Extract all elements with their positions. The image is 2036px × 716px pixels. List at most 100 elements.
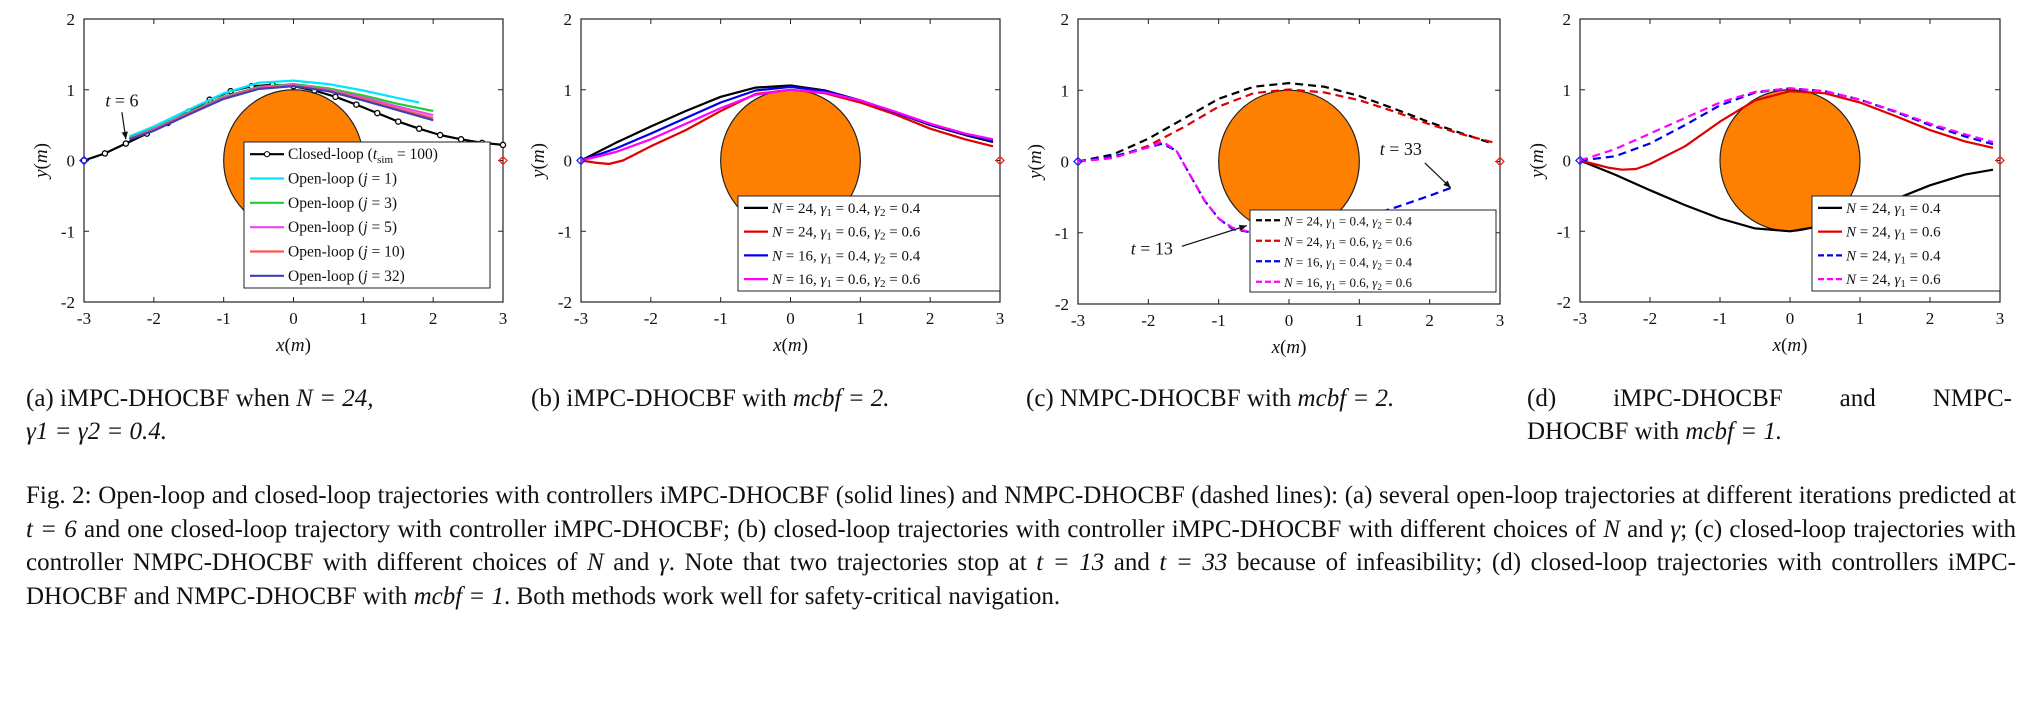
y-axis-label: y(m) (31, 143, 52, 180)
subcaption-d-tag: (d) iMPC-DHOCBF and NMPC- (1527, 385, 2012, 412)
series-marker (101, 150, 109, 157)
caption-part: Fig. 2: Open-loop and closed-loop trajec… (26, 482, 2016, 509)
x-tick-label: 1 (1355, 311, 1364, 330)
legend-label: N = 24, γ1 = 0.6, γ2 = 0.6 (1283, 234, 1412, 251)
subcaption-a-tag: (a) iMPC-DHOCBF when (26, 385, 290, 412)
legend-label: N = 24, γ1 = 0.4, γ2 = 0.4 (1283, 213, 1412, 230)
legend-label: Open-loop (j = 10) (288, 244, 405, 261)
x-axis-label: x(m) (1772, 335, 1808, 356)
x-tick-label: 3 (499, 309, 508, 328)
x-tick-label: 3 (1496, 311, 1505, 330)
x-tick-label: 1 (856, 309, 865, 328)
legend-label: Closed-loop (tsim = 100) (288, 146, 438, 166)
series-line (1579, 90, 1994, 171)
x-axis-label: x(m) (772, 335, 808, 356)
legend-box (1249, 209, 1497, 293)
y-tick-label: -1 (1557, 222, 1571, 241)
y-tick-label: 2 (1563, 10, 1572, 29)
x-tick-label: 0 (786, 309, 795, 328)
caption-part: and one closed-loop trajectory with cont… (76, 515, 1604, 543)
x-tick-label: -2 (1643, 309, 1657, 328)
subcaption-a-eq2: γ1 = γ2 = 0.4. (26, 418, 167, 445)
legend-label: N = 24, γ1 = 0.6 (1845, 272, 1941, 290)
series-marker (457, 136, 465, 143)
y-axis-label: y(m) (1527, 143, 1548, 180)
y-tick-label: 1 (1061, 81, 1070, 100)
series-marker (374, 109, 381, 117)
series-line (1579, 87, 1994, 162)
subcaption-c: (c) NMPC-DHOCBF with mcbf = 2. (1026, 382, 1526, 415)
caption-math: N (586, 549, 604, 576)
annotation-arrowhead (121, 131, 128, 140)
series-line (129, 85, 434, 141)
y-tick-label: 1 (1563, 81, 1572, 100)
x-tick-label: -2 (1141, 311, 1155, 330)
series-marker (394, 118, 402, 125)
start-marker (1073, 156, 1083, 167)
legend-label: Open-loop (j = 3) (288, 195, 397, 212)
series-marker (499, 141, 507, 149)
start-marker (1575, 155, 1585, 166)
y-tick-label: -1 (558, 222, 572, 241)
x-tick-label: 2 (926, 309, 935, 328)
caption-math: t = 33 (1159, 549, 1228, 576)
subcaption-c-eq: mcbf = 2. (1297, 385, 1395, 412)
legend-label: N = 16, γ1 = 0.4, γ2 = 0.4 (771, 248, 921, 266)
series-marker (332, 93, 339, 101)
legend-box (243, 141, 491, 289)
x-tick-label: -3 (77, 309, 91, 328)
y-tick-label: 0 (67, 152, 76, 171)
caption-part: and (603, 549, 659, 576)
x-tick-label: 0 (1786, 309, 1795, 328)
legend-label: Open-loop (j = 5) (288, 219, 397, 236)
start-marker (79, 155, 89, 166)
subcaption-b-tag: (b) iMPC-DHOCBF with (531, 385, 787, 412)
series-line (1579, 159, 1994, 233)
caption-math: mcbf = 1 (413, 582, 505, 610)
series-marker (436, 131, 444, 139)
x-axis-label: x(m) (275, 335, 311, 356)
figure-caption: Fig. 2: Open-loop and closed-loop trajec… (26, 479, 2016, 613)
series-marker (122, 140, 130, 147)
caption-part: ; (c) closed-loop trajectories with cont… (26, 515, 2016, 577)
annotation-arrowhead (1443, 180, 1451, 188)
x-tick-label: 0 (1285, 311, 1294, 330)
y-tick-label: 2 (564, 10, 573, 29)
annotation-arrowhead (1238, 224, 1247, 231)
y-tick-label: -2 (1557, 293, 1571, 312)
legend-label: N = 24, γ1 = 0.4 (1845, 201, 1941, 219)
legend-label: Open-loop (j = 32) (288, 268, 405, 285)
y-tick-label: -2 (1055, 295, 1069, 314)
subcaption-d-eq: mcbf = 1. (1685, 418, 1783, 445)
series-marker (353, 101, 360, 108)
legend-box (1811, 195, 2001, 292)
x-tick-label: 2 (1425, 311, 1434, 330)
series-line (580, 88, 994, 162)
x-tick-label: 1 (359, 309, 368, 328)
y-axis-label: y(m) (1025, 144, 1046, 181)
series-line (1077, 88, 1494, 163)
caption-math: γ (1670, 515, 1681, 543)
series-marker (415, 125, 423, 132)
y-tick-label: -1 (61, 222, 75, 241)
annotation-label: t = 6 (105, 90, 138, 110)
y-tick-label: 1 (564, 81, 573, 100)
legend-label: N = 24, γ1 = 0.6 (1845, 225, 1941, 243)
subcaption-d: (d) iMPC-DHOCBF and NMPC- DHOCBF with mc… (1527, 382, 2012, 448)
x-tick-label: -2 (644, 309, 658, 328)
caption-part: . Both methods work well for safety-crit… (504, 582, 1061, 610)
legend-label: N = 16, γ1 = 0.6, γ2 = 0.6 (771, 272, 921, 290)
x-axis-label: x(m) (1271, 337, 1307, 358)
caption-part: because of infeasibility; (d) closed-loo… (26, 549, 2016, 610)
caption-math: t = 13 (1036, 549, 1105, 576)
x-tick-label: 2 (429, 309, 438, 328)
series-line (1077, 81, 1494, 163)
x-tick-label: 2 (1926, 309, 1935, 328)
x-tick-label: 0 (289, 309, 298, 328)
subcaption-c-tag: (c) NMPC-DHOCBF with (1026, 385, 1292, 412)
legend-label: Open-loop (j = 1) (288, 171, 397, 188)
subcaption-a: (a) iMPC-DHOCBF when N = 24, γ1 = γ2 = 0… (26, 382, 522, 448)
goal-marker (995, 155, 1005, 166)
